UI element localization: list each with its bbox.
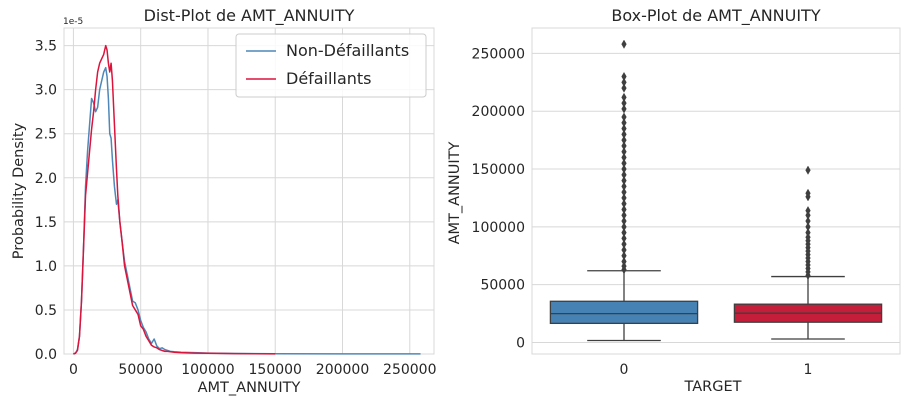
dist-plot-x-tick-label: 200000 <box>316 362 369 378</box>
box-outlier <box>621 261 627 271</box>
box-plot-y-axis-label: AMT_ANNUITY <box>447 141 463 244</box>
box-outlier <box>621 216 627 226</box>
box-outlier <box>621 256 627 267</box>
dist-plot-y-tick-label: 3.5 <box>35 39 57 55</box>
dist-plot-y-offset-label: 1e-5 <box>63 17 83 27</box>
box-outlier <box>621 233 627 244</box>
box-plot-y-tick-label: 100000 <box>472 220 525 236</box>
box-outlier <box>621 251 627 261</box>
box-outlier <box>621 39 627 49</box>
box-outlier <box>621 228 627 238</box>
legend-label-non-defaillants: Non-Défaillants <box>286 41 409 60</box>
box-plot-x-tick-label: 0 <box>620 362 629 378</box>
box-outlier <box>621 199 627 209</box>
dist-plot-x-tick-label: 100000 <box>181 362 234 378</box>
box-outlier <box>621 222 627 232</box>
box-plot-boxes <box>549 39 883 342</box>
box-outlier <box>621 152 627 163</box>
box-outlier <box>805 165 811 175</box>
box-outlier <box>621 245 627 255</box>
box-outlier <box>805 188 811 198</box>
dist-plot-y-axis-label: Probability Density <box>11 122 27 259</box>
box-outlier <box>621 164 627 174</box>
box-outlier <box>621 147 627 157</box>
box-plot-x-tick-label: 1 <box>804 362 813 378</box>
dist-plot-x-axis-label: AMT_ANNUITY <box>198 380 301 396</box>
box-outlier <box>621 193 627 203</box>
box-group-0 <box>549 39 699 342</box>
dist-plot-title: Dist-Plot de AMT_ANNUITY <box>144 6 355 26</box>
dist-plot-x-tick-label: 50000 <box>118 362 163 378</box>
box-outlier <box>621 83 627 93</box>
box-outlier <box>621 71 627 82</box>
box-outlier <box>805 222 811 232</box>
box-outlier <box>805 228 811 238</box>
dist-plot-y-tick-label: 0.0 <box>35 347 57 363</box>
box-outlier <box>805 206 811 216</box>
box-group-1 <box>733 165 883 340</box>
box-plot-y-tick-label: 150000 <box>472 162 525 178</box>
dist-plot-legend: Non-Défaillants Défaillants <box>235 33 427 98</box>
box-outlier <box>621 77 627 87</box>
box-outlier <box>621 170 627 180</box>
box-plot-y-tick-label: 200000 <box>472 104 525 120</box>
dist-plot-lines <box>73 44 421 355</box>
box-outlier <box>805 216 811 226</box>
legend-frame <box>235 33 427 98</box>
dist-plot-y-tick-label: 1.5 <box>35 215 57 231</box>
box-outlier <box>621 129 627 139</box>
box-outlier <box>805 232 811 242</box>
box-plot-y-tick-label: 0 <box>516 335 525 351</box>
box-outlier <box>621 112 627 122</box>
box-body <box>549 300 699 325</box>
box-outlier <box>621 158 627 168</box>
box-plot-y-ticks: 0 50000 100000 150000 200000 250000 <box>472 46 525 351</box>
box-outlier <box>621 135 627 145</box>
dist-plot-y-tick-label: 2.5 <box>35 127 57 143</box>
legend-label-defaillants: Défaillants <box>286 69 372 88</box>
box-outlier <box>621 141 627 151</box>
box-outlier <box>621 98 627 108</box>
dist-plot-y-tick-label: 3.0 <box>35 83 57 99</box>
dist-plot-y-tick-label: 1.0 <box>35 259 57 275</box>
box-plot-y-tick-label: 250000 <box>472 46 525 62</box>
box-outlier <box>805 210 811 220</box>
box-outlier <box>621 204 627 215</box>
dist-series-defaillants <box>73 44 276 355</box>
box-plot-gridlines <box>532 52 900 343</box>
box-plot-title: Box-Plot de AMT_ANNUITY <box>611 6 820 26</box>
box-outlier <box>621 104 627 114</box>
box-outlier <box>621 210 627 220</box>
box-outlier <box>621 118 627 128</box>
dist-plot-y-tick-label: 2.0 <box>35 171 57 187</box>
box-plot-area <box>532 28 900 354</box>
box-outlier <box>621 239 627 249</box>
box-outlier <box>621 181 627 191</box>
box-plot-x-axis-label: TARGET <box>684 379 742 395</box>
box-outlier <box>621 175 627 186</box>
box-outlier <box>621 92 627 102</box>
box-outlier <box>621 123 627 134</box>
box-plot-frame <box>531 27 901 355</box>
dist-plot-y-tick-label: 0.5 <box>35 303 57 319</box>
box-outlier <box>621 187 627 197</box>
dist-plot-x-tick-label: 150000 <box>249 362 302 378</box>
dist-plot-x-tick-label: 0 <box>69 362 78 378</box>
dist-plot-panel: 0 50000 100000 150000 200000 250000 0.0 0.5 1.0… <box>11 6 437 396</box>
dist-plot-x-ticks: 0 50000 100000 150000 200000 250000 <box>69 362 437 378</box>
box-plot-y-tick-label: 50000 <box>480 278 525 294</box>
dist-plot-y-ticks: 0.0 0.5 1.0 1.5 2.0 2.5 3.0 3.5 <box>35 39 57 363</box>
dist-plot-x-tick-label: 250000 <box>383 362 436 378</box>
